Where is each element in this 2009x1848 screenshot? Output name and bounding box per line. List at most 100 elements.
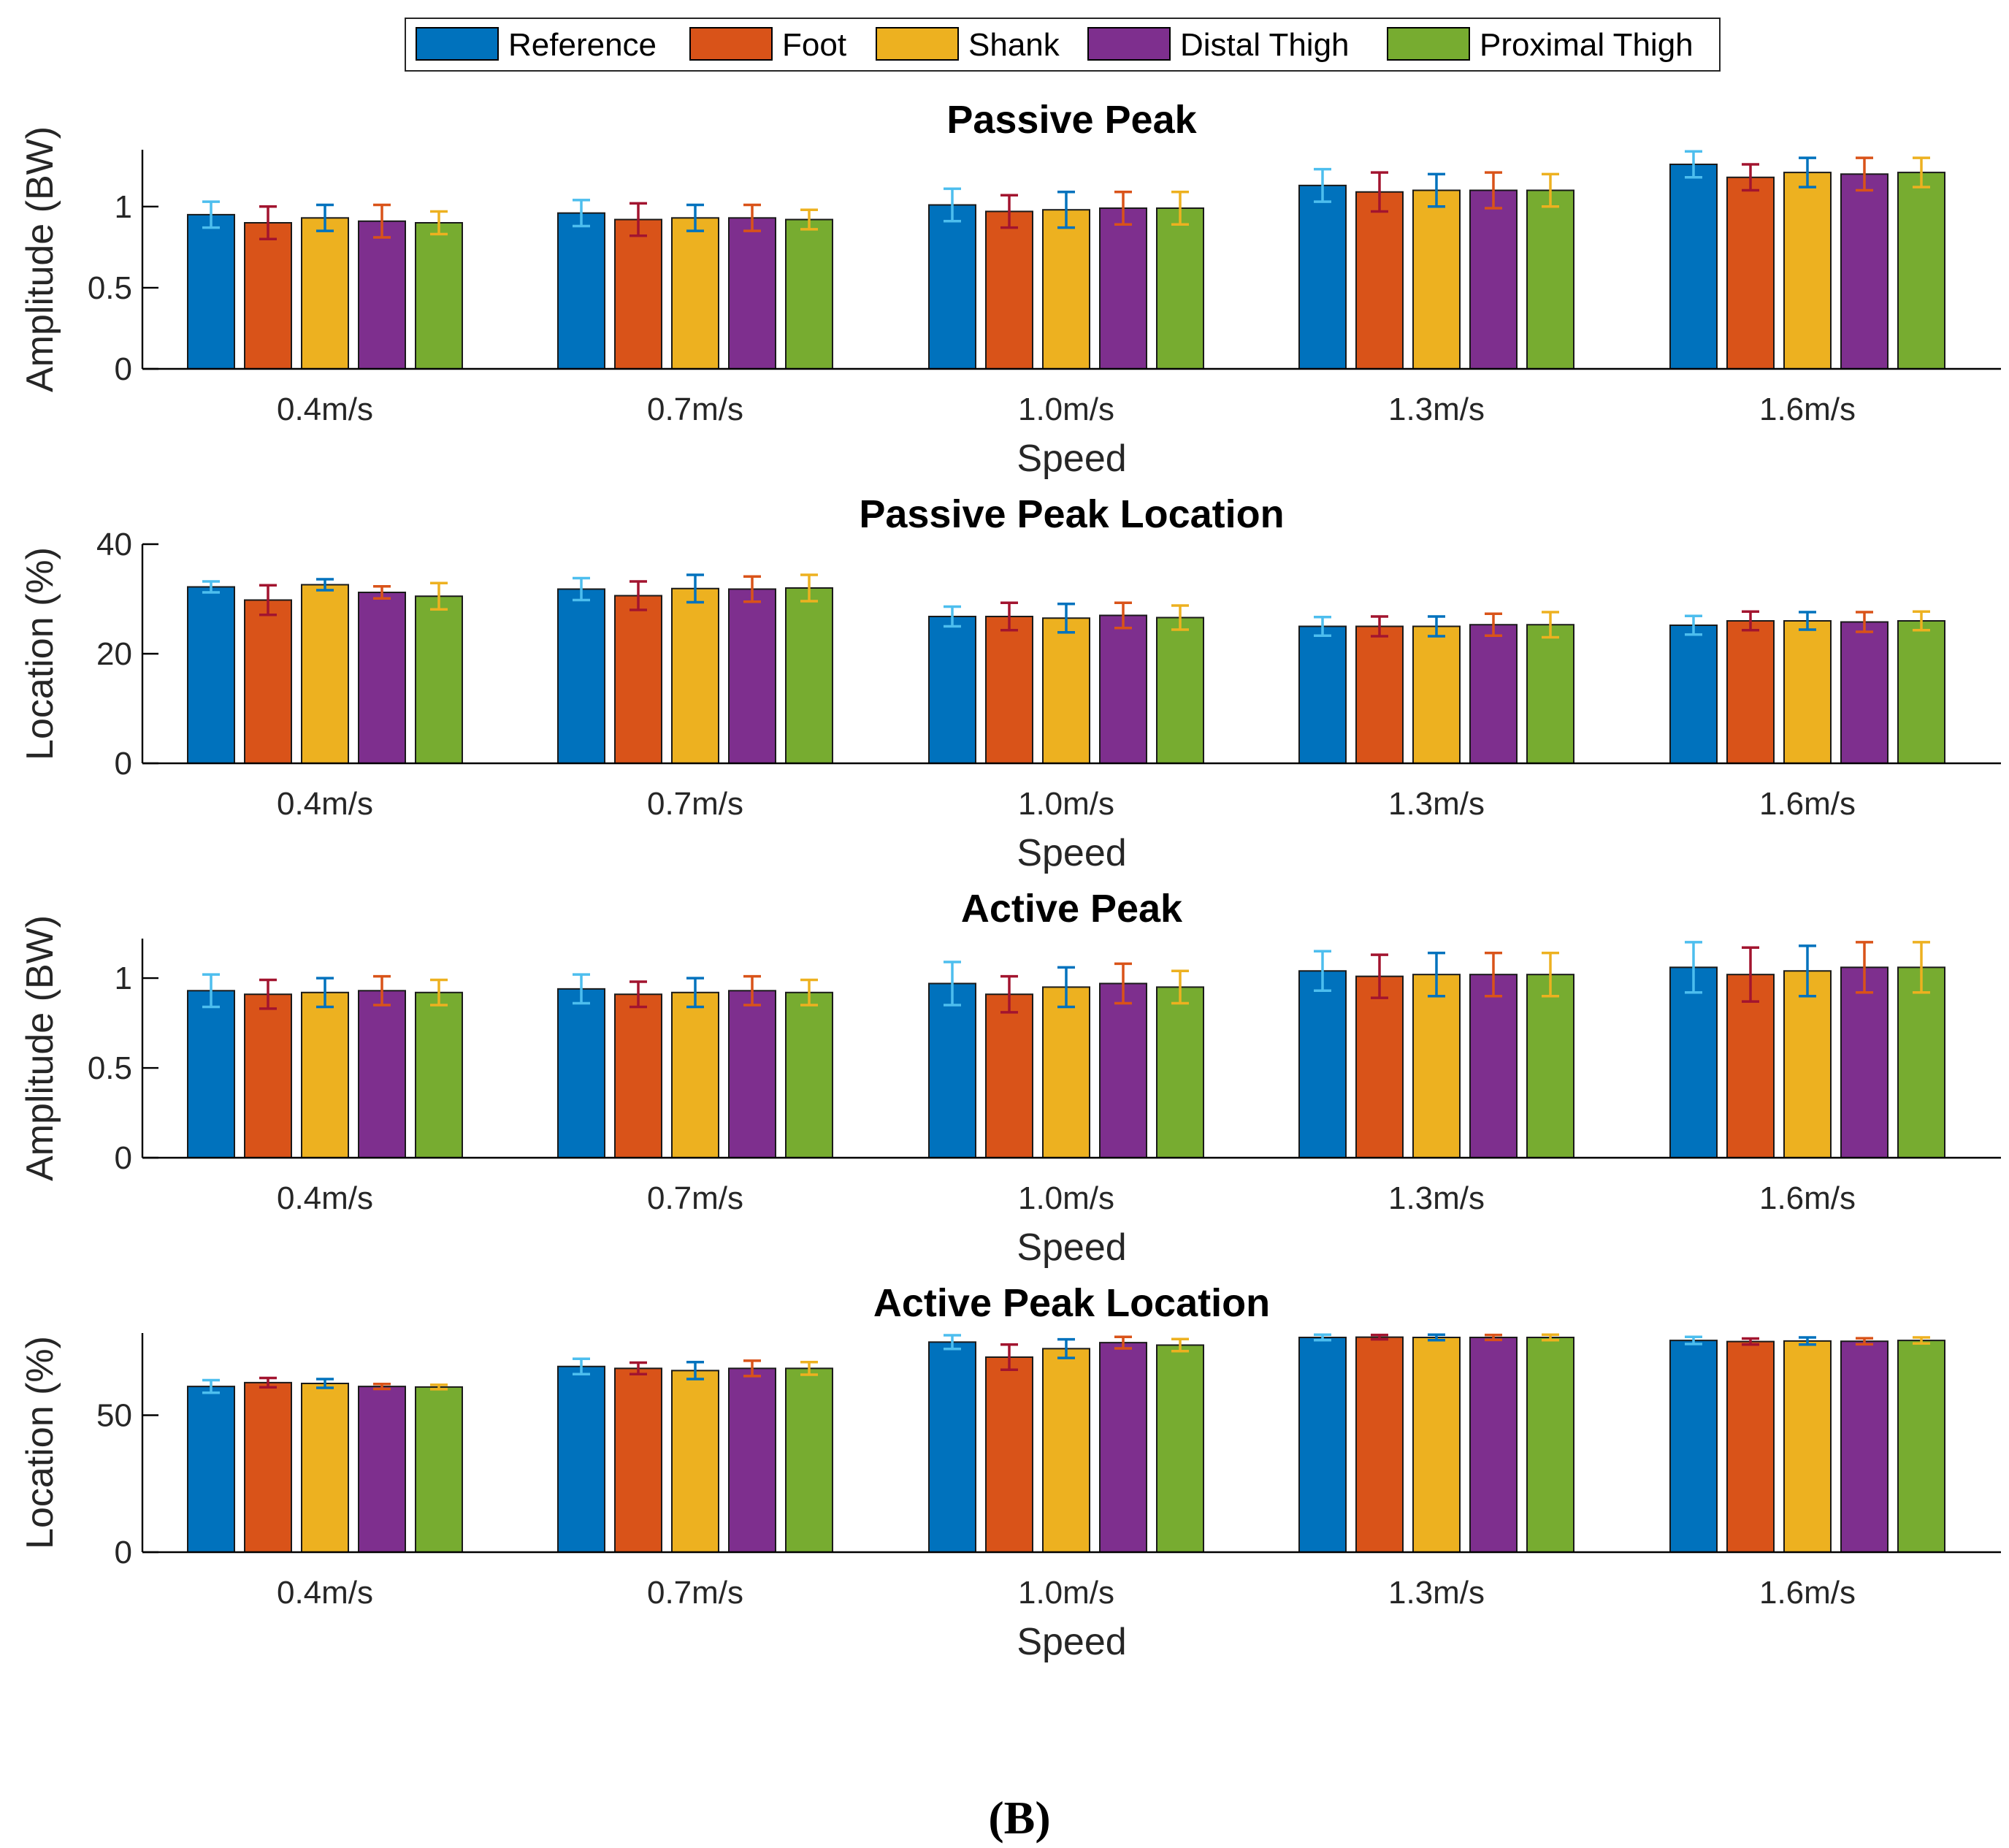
legend-label-3: Distal Thigh <box>1180 27 1350 63</box>
bar <box>671 217 719 370</box>
bar <box>415 595 463 764</box>
y-tick-label: 1 <box>115 961 132 996</box>
bar <box>1412 1337 1461 1553</box>
bar <box>728 990 776 1159</box>
bar <box>1099 982 1147 1159</box>
x-tick-label: 1.0m/s <box>1018 1575 1114 1611</box>
y-tick-label: 0.5 <box>88 270 132 306</box>
bar <box>1298 625 1347 764</box>
bar <box>244 222 292 370</box>
error-bar <box>743 1359 761 1378</box>
error-bar <box>316 203 334 232</box>
y-tick-label: 1 <box>115 189 132 225</box>
bar <box>358 990 406 1159</box>
y-tick-label: 0 <box>115 1140 132 1176</box>
bar <box>1840 621 1889 764</box>
bar <box>614 218 662 370</box>
bar <box>557 588 605 764</box>
error-bar <box>1314 1333 1331 1342</box>
error-bar <box>1742 163 1759 192</box>
error-bar <box>630 202 647 237</box>
bar <box>1298 184 1347 370</box>
x-tick-label: 1.3m/s <box>1388 1575 1485 1611</box>
error-bar <box>743 203 761 232</box>
error-bar <box>573 199 590 228</box>
bar <box>1042 1348 1090 1553</box>
error-bar <box>630 980 647 1009</box>
y-axis-label: Amplitude (BW) <box>19 915 61 1181</box>
error-bar <box>1542 172 1559 208</box>
bar <box>614 595 662 764</box>
error-bar <box>686 977 704 1009</box>
bar <box>785 991 833 1159</box>
error-bar <box>743 575 761 603</box>
error-bar <box>1171 1337 1189 1353</box>
bar <box>928 616 976 764</box>
error-bar <box>430 210 448 236</box>
x-tick-label: 1.0m/s <box>1018 392 1114 427</box>
bar <box>187 586 235 764</box>
error-bar <box>430 581 448 611</box>
bar <box>985 993 1033 1158</box>
legend-label-0: Reference <box>508 27 657 63</box>
x-tick-label: 1.6m/s <box>1759 786 1856 822</box>
bar <box>358 220 406 370</box>
error-bar <box>1171 604 1189 631</box>
x-tick-label: 0.7m/s <box>647 1180 743 1216</box>
bar <box>187 1386 235 1553</box>
bar <box>1156 986 1204 1158</box>
bar <box>1726 1340 1775 1553</box>
error-bar <box>1057 1337 1075 1359</box>
error-bar <box>1428 172 1445 208</box>
bar <box>1526 1337 1574 1553</box>
x-tick-label: 1.3m/s <box>1388 1180 1485 1216</box>
bar <box>1526 189 1574 370</box>
bar <box>1355 191 1404 370</box>
bar <box>1897 620 1945 764</box>
bar <box>671 1370 719 1553</box>
error-bar <box>259 584 277 616</box>
error-bar <box>1913 610 1930 632</box>
legend-swatch-4 <box>1387 27 1470 61</box>
bar <box>1669 164 1718 370</box>
error-bar <box>686 203 704 232</box>
bar <box>614 1367 662 1553</box>
error-bar <box>1742 946 1759 1003</box>
bar <box>1669 1340 1718 1553</box>
error-bar <box>1913 941 1930 994</box>
error-bar <box>373 1383 391 1391</box>
bar <box>985 616 1033 764</box>
error-bar <box>316 1378 334 1389</box>
error-bar <box>1314 167 1331 203</box>
error-bar <box>1856 156 1873 192</box>
bar <box>671 587 719 764</box>
y-tick-label: 0.5 <box>88 1050 132 1086</box>
error-bar <box>1856 941 1873 994</box>
x-tick-label: 0.4m/s <box>277 1575 373 1611</box>
error-bar <box>630 1361 647 1375</box>
error-bar <box>1371 171 1388 213</box>
legend-swatch-1 <box>689 27 773 61</box>
chart-panel-2: Active Peak Amplitude (BW) 0 0.5 1 0.4m/s 0.7m… <box>19 887 2001 1269</box>
x-tick-label: 1.3m/s <box>1388 786 1485 822</box>
error-bar <box>1542 611 1559 639</box>
error-bar <box>316 578 334 592</box>
bar <box>785 218 833 370</box>
bar <box>301 584 349 764</box>
error-bar <box>1371 953 1388 999</box>
bar <box>785 1367 833 1553</box>
y-axis-label: Location (%) <box>19 1336 61 1549</box>
bar <box>1412 189 1461 370</box>
error-bar <box>202 973 220 1009</box>
legend-label-2: Shank <box>968 27 1060 63</box>
x-tick-label: 0.7m/s <box>647 1575 743 1611</box>
error-bar <box>1428 1333 1445 1342</box>
bar <box>187 990 235 1159</box>
x-tick-label: 1.6m/s <box>1759 1180 1856 1216</box>
x-tick-label: 0.4m/s <box>277 392 373 427</box>
error-bar <box>800 1361 818 1376</box>
x-tick-label: 0.7m/s <box>647 786 743 822</box>
chart-title: Active Peak <box>961 887 1183 931</box>
error-bar <box>373 974 391 1007</box>
